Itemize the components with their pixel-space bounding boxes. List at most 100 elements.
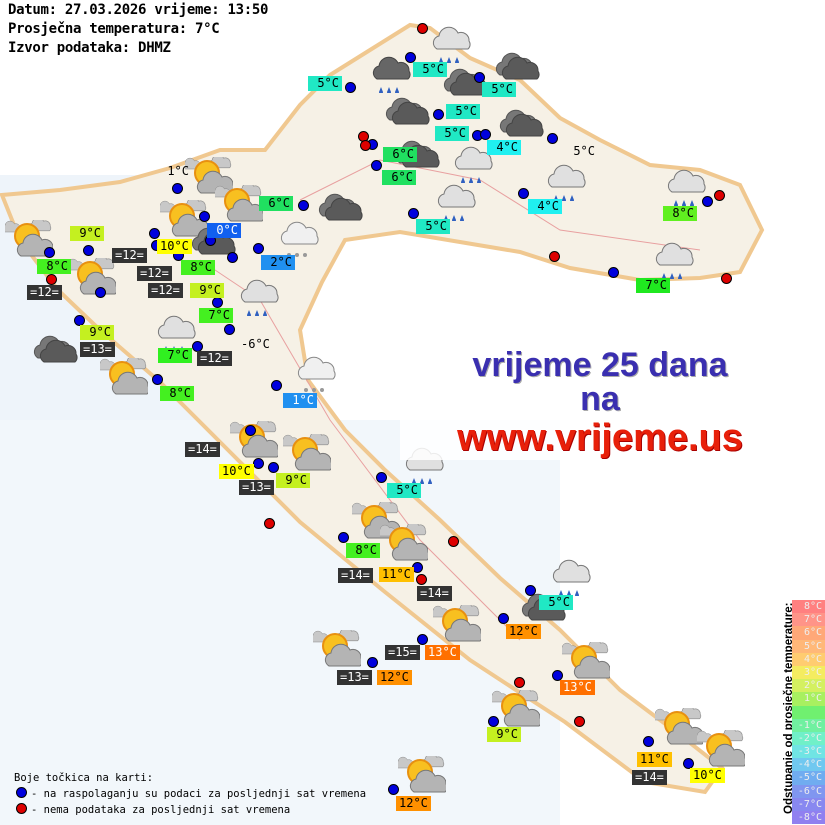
air-temperature-label: 4°C xyxy=(487,140,521,155)
overcast-icon xyxy=(496,104,544,142)
air-temperature-label: 5°C xyxy=(482,82,516,97)
air-temperature-label: 11°C xyxy=(637,752,672,767)
sea-temperature-label: =12= xyxy=(27,285,62,300)
overcast-icon xyxy=(30,330,78,368)
station-dot-available[interactable] xyxy=(83,245,94,256)
rain-cloud-icon xyxy=(545,558,593,597)
station-dot-available[interactable] xyxy=(702,196,713,207)
station-dot-available[interactable] xyxy=(227,252,238,263)
air-temperature-label: 12°C xyxy=(506,624,541,639)
scale-step: 5°C xyxy=(792,639,825,653)
station-dot-available[interactable] xyxy=(212,297,223,308)
data-source-line: Izvor podataka: DHMZ xyxy=(8,40,171,56)
station-dot-available[interactable] xyxy=(345,82,356,93)
air-temperature-label: 8°C xyxy=(37,259,71,274)
partly-cloudy-icon xyxy=(558,639,612,680)
station-dot-unavailable[interactable] xyxy=(46,274,57,285)
rain-cloud-icon xyxy=(425,25,473,64)
station-dot-unavailable[interactable] xyxy=(417,23,428,34)
sea-temperature-label: =12= xyxy=(197,351,232,366)
station-dot-unavailable[interactable] xyxy=(574,716,585,727)
date-time-line: Datum: 27.03.2026 vrijeme: 13:50 xyxy=(8,2,269,18)
banner-url[interactable]: www.vrijeme.us xyxy=(457,417,743,459)
station-dot-available[interactable] xyxy=(152,374,163,385)
station-dot-unavailable[interactable] xyxy=(416,574,427,585)
station-dot-available[interactable] xyxy=(224,324,235,335)
air-temperature-label: 10°C xyxy=(690,768,725,783)
dot-legend: Boje točkica na karti: - na raspolaganju… xyxy=(14,770,366,818)
partly-cloudy-icon xyxy=(693,727,747,768)
station-dot-available[interactable] xyxy=(95,287,106,298)
station-dot-available[interactable] xyxy=(44,247,55,258)
station-dot-available[interactable] xyxy=(683,758,694,769)
station-dot-available[interactable] xyxy=(74,315,85,326)
station-dot-available[interactable] xyxy=(408,208,419,219)
snow-cloud-icon xyxy=(290,355,338,393)
station-dot-unavailable[interactable] xyxy=(549,251,560,262)
station-dot-available[interactable] xyxy=(547,133,558,144)
station-dot-available[interactable] xyxy=(253,243,264,254)
station-dot-unavailable[interactable] xyxy=(721,273,732,284)
station-dot-available[interactable] xyxy=(149,228,160,239)
air-temperature-label: 7°C xyxy=(158,348,192,363)
station-dot-available[interactable] xyxy=(405,52,416,63)
partly-cloudy-icon xyxy=(181,154,235,195)
promo-banner[interactable]: vrijeme 25 dana na www.vrijeme.us xyxy=(400,342,800,460)
air-temperature-label: 5°C xyxy=(413,62,447,77)
air-temperature-label: 8°C xyxy=(663,206,697,221)
station-dot-available[interactable] xyxy=(488,716,499,727)
station-dot-available[interactable] xyxy=(367,657,378,668)
air-temperature-label: 5°C xyxy=(308,76,342,91)
station-dot-available[interactable] xyxy=(338,532,349,543)
station-dot-available[interactable] xyxy=(271,380,282,391)
station-dot-available[interactable] xyxy=(268,462,279,473)
sea-temperature-label: =14= xyxy=(338,568,373,583)
station-dot-available[interactable] xyxy=(376,472,387,483)
station-dot-available[interactable] xyxy=(388,784,399,795)
rain-cloud-icon xyxy=(150,314,198,353)
rain-cloud-icon xyxy=(430,183,478,222)
station-dot-unavailable[interactable] xyxy=(714,190,725,201)
partly-cloudy-icon xyxy=(429,602,483,643)
station-dot-available[interactable] xyxy=(417,634,428,645)
station-dot-available[interactable] xyxy=(525,585,536,596)
overcast-icon xyxy=(440,63,488,101)
station-dot-available[interactable] xyxy=(552,670,563,681)
station-dot-unavailable[interactable] xyxy=(264,518,275,529)
station-dot-available[interactable] xyxy=(643,736,654,747)
scale-step: 4°C xyxy=(792,652,825,666)
scale-step: -2°C xyxy=(792,731,825,746)
station-dot-unavailable[interactable] xyxy=(448,536,459,547)
air-temperature-label: 8°C xyxy=(346,543,380,558)
legend-unavailable-text: - nema podataka za posljednji sat vremen… xyxy=(31,804,291,816)
station-dot-available[interactable] xyxy=(518,188,529,199)
rain-cloud-icon xyxy=(233,278,281,317)
air-temperature-label: 8°C xyxy=(160,386,194,401)
banner-line-1: vrijeme 25 dana xyxy=(472,346,728,384)
scale-step: 1°C xyxy=(792,692,825,706)
sea-temperature-label: =14= xyxy=(632,770,667,785)
station-dot-available[interactable] xyxy=(498,613,509,624)
station-dot-available[interactable] xyxy=(608,267,619,278)
station-dot-unavailable[interactable] xyxy=(514,677,525,688)
station-dot-available[interactable] xyxy=(371,160,382,171)
station-dot-available[interactable] xyxy=(298,200,309,211)
station-dot-available[interactable] xyxy=(433,109,444,120)
station-dot-available[interactable] xyxy=(172,183,183,194)
station-dot-available[interactable] xyxy=(245,425,256,436)
scale-step: 2°C xyxy=(792,679,825,693)
sea-temperature-label: =13= xyxy=(337,670,372,685)
station-dot-available[interactable] xyxy=(253,458,264,469)
sea-temperature-label: =13= xyxy=(80,342,115,357)
station-dot-available[interactable] xyxy=(474,72,485,83)
air-temperature-label: 0°C xyxy=(207,223,241,238)
station-dot-available[interactable] xyxy=(199,211,210,222)
sea-temperature-label: =13= xyxy=(239,480,274,495)
station-dot-unavailable[interactable] xyxy=(360,140,371,151)
scale-step: -5°C xyxy=(792,771,825,785)
rain-cloud-icon xyxy=(648,241,696,280)
scale-step: -6°C xyxy=(792,784,825,798)
air-temperature-label: 9°C xyxy=(70,226,104,241)
air-temperature-label: 6°C xyxy=(382,170,416,185)
station-dot-available[interactable] xyxy=(480,129,491,140)
